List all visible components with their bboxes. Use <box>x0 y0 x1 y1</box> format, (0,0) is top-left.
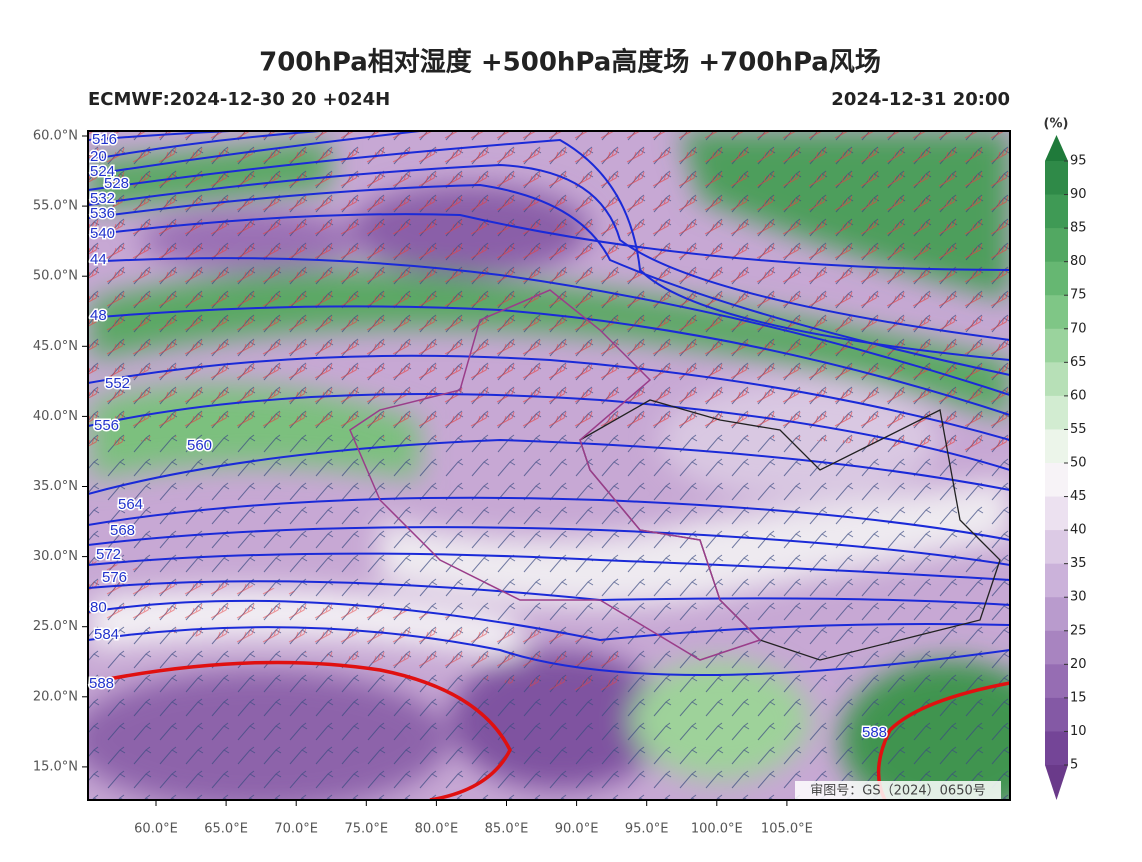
contour-label: 528 <box>104 175 129 192</box>
lat-label: 45.0°N <box>33 339 78 354</box>
colorbar-bottom <box>1045 765 1068 800</box>
colorbar-segment <box>1045 630 1068 665</box>
colorbar-label: 85 <box>1070 221 1087 236</box>
colorbar-label: 75 <box>1070 288 1087 303</box>
contour-label: 44 <box>90 251 107 268</box>
contour-label: 524 <box>90 163 115 180</box>
colorbar-label: 10 <box>1070 724 1087 739</box>
lat-label: 25.0°N <box>33 619 78 634</box>
colorbar-label: 50 <box>1070 456 1087 471</box>
colorbar-segment <box>1045 563 1068 598</box>
colorbar-label: 80 <box>1070 254 1087 269</box>
colorbar-segment <box>1045 228 1068 263</box>
lon-label: 85.0°E <box>485 822 529 837</box>
lon-label: 105.0°E <box>761 822 813 837</box>
lon-label: 75.0°E <box>344 822 388 837</box>
lat-label: 55.0°N <box>33 199 78 214</box>
contour-label: 572 <box>96 546 121 563</box>
lat-label: 15.0°N <box>33 759 78 774</box>
colorbar-label: 30 <box>1070 590 1087 605</box>
lat-label: 40.0°N <box>33 409 78 424</box>
lat-label: 20.0°N <box>33 689 78 704</box>
colorbar-segment <box>1045 530 1068 565</box>
contour-label: 516 <box>92 131 117 148</box>
contour-label: 588 <box>862 724 887 741</box>
lon-label: 60.0°E <box>134 822 178 837</box>
colorbar-segment <box>1045 463 1068 498</box>
lon-label: 80.0°E <box>415 822 459 837</box>
colorbar-label: 5 <box>1070 758 1078 773</box>
contour-label: 552 <box>105 375 130 392</box>
colorbar: (%) 95 90 85 80 75 70 65 60 55 50 45 40 35 30 25 20 15 10 5 <box>1044 117 1087 800</box>
contour-label: 48 <box>90 307 107 324</box>
lat-label: 35.0°N <box>33 479 78 494</box>
colorbar-segment <box>1045 697 1068 732</box>
colorbar-label: 20 <box>1070 657 1087 672</box>
colorbar-segment <box>1045 731 1068 766</box>
contour-label: 540 <box>90 225 115 242</box>
colorbar-label: 25 <box>1070 623 1087 638</box>
contour-label: 564 <box>118 496 143 513</box>
watermark: 审图号：GS（2024）0650号 <box>810 784 986 799</box>
colorbar-segment <box>1045 597 1068 632</box>
model-run: ECMWF:2024-12-30 20 +024H <box>88 89 390 110</box>
colorbar-top <box>1045 135 1068 161</box>
map-frame <box>87 130 1011 801</box>
colorbar-segment <box>1045 161 1068 196</box>
lon-label: 90.0°E <box>555 822 599 837</box>
colorbar-label: 95 <box>1070 154 1087 169</box>
contour-label: 536 <box>90 205 115 222</box>
colorbar-segment <box>1045 194 1068 229</box>
contour-label: 560 <box>187 437 212 454</box>
colorbar-unit: (%) <box>1044 117 1069 132</box>
colorbar-segment <box>1045 664 1068 699</box>
colorbar-segment <box>1045 261 1068 296</box>
colorbar-label: 70 <box>1070 321 1087 336</box>
title: 700hPa相对湿度 +500hPa高度场 +700hPa风场 <box>259 47 881 78</box>
axes: 60.0°N 55.0°N 50.0°N 45.0°N 40.0°N 35.0°N 30.0… <box>33 129 813 837</box>
lon-label: 70.0°E <box>274 822 318 837</box>
colorbar-label: 65 <box>1070 355 1087 370</box>
contour-588 <box>88 660 512 800</box>
colorbar-label: 60 <box>1070 388 1087 403</box>
contour-label: 588 <box>89 675 114 692</box>
colorbar-segment <box>1045 395 1068 430</box>
valid-time: 2024-12-31 20:00 <box>831 89 1010 110</box>
contour-588 <box>876 681 1010 800</box>
colorbar-label: 55 <box>1070 422 1087 437</box>
map-area: 审图号：GS（2024）0650号 <box>88 131 1010 800</box>
watermark-bg <box>795 781 1001 800</box>
contour-label: 20 <box>90 148 107 165</box>
strong-wind-barbs <box>88 131 1010 460</box>
colorbar-label: 40 <box>1070 523 1087 538</box>
lon-label: 65.0°E <box>204 822 248 837</box>
contour-label: 532 <box>90 190 115 207</box>
lat-label: 50.0°N <box>33 269 78 284</box>
colorbar-segment <box>1045 295 1068 330</box>
colorbar-label: 35 <box>1070 556 1087 571</box>
colorbar-segment <box>1045 496 1068 531</box>
country-border <box>349 289 762 661</box>
lat-label: 30.0°N <box>33 549 78 564</box>
colorbar-segment <box>1045 429 1068 464</box>
contour-label: 80 <box>90 599 107 616</box>
lon-label: 95.0°E <box>625 822 669 837</box>
height-contours <box>88 131 1010 676</box>
colorbar-label: 45 <box>1070 489 1087 504</box>
colorbar-label: 15 <box>1070 690 1087 705</box>
colorbar-label: 90 <box>1070 187 1087 202</box>
contour-label: 576 <box>102 569 127 586</box>
colorbar-segment <box>1045 362 1068 397</box>
lat-label: 60.0°N <box>33 129 78 144</box>
contour-label: 556 <box>94 417 119 434</box>
colorbar-segment <box>1045 328 1068 363</box>
lon-label: 100.0°E <box>691 822 743 837</box>
contour-label: 568 <box>110 522 135 539</box>
contour-label: 584 <box>94 626 119 643</box>
